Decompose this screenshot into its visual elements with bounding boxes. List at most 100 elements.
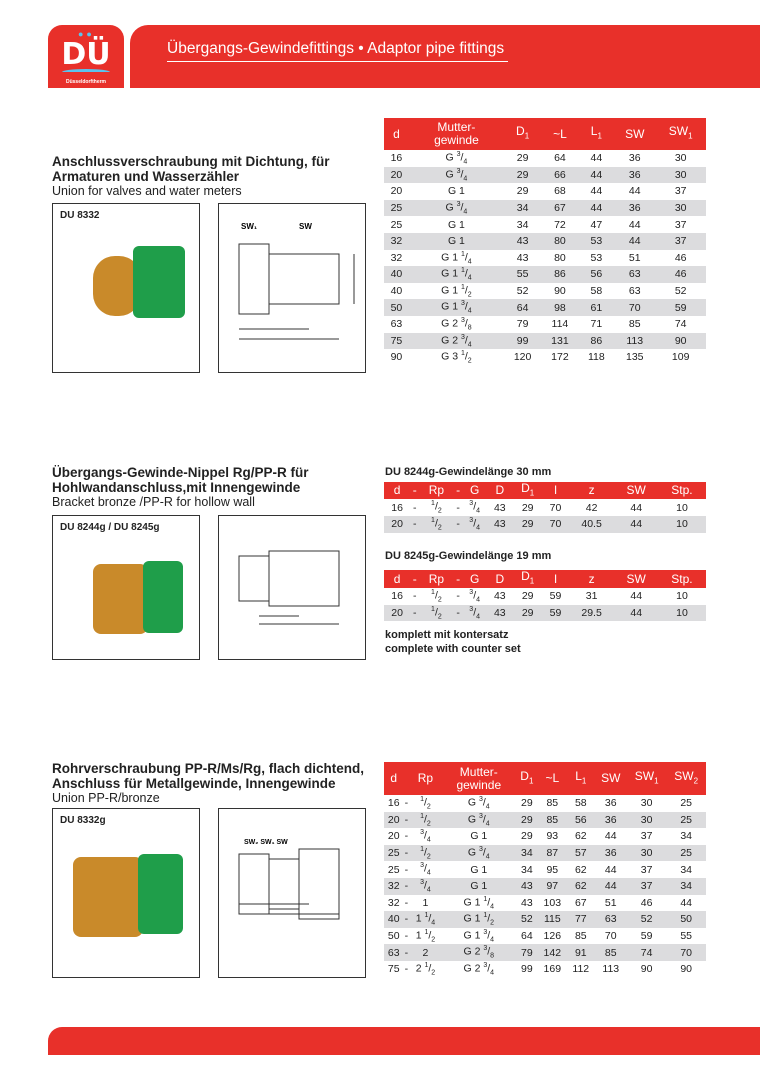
table-row: 16-1/2-3/4 43 29 59 31 44 10 bbox=[384, 588, 706, 605]
table-cell: 37 bbox=[674, 218, 687, 231]
column-header: Rp bbox=[419, 482, 454, 500]
note: komplett mit kontersatz complete with co… bbox=[385, 628, 521, 656]
table-row: 32 G 1 43 80 53 44 37 bbox=[384, 232, 706, 250]
table-cell: 34 bbox=[521, 863, 533, 876]
table-cell: 120 bbox=[513, 351, 532, 364]
table-cell: 25 bbox=[666, 844, 706, 862]
column-header: D1 bbox=[503, 118, 542, 150]
table-cell: 62 bbox=[566, 877, 595, 895]
svg-text:SW₂ SW₁ SW: SW₂ SW₁ SW bbox=[244, 839, 288, 846]
table-cell: - bbox=[412, 590, 417, 603]
svg-text:SW: SW bbox=[299, 222, 312, 231]
table-cell: 36 bbox=[614, 166, 656, 184]
table-row: 63 G 2 3/8 79 114 71 85 74 bbox=[384, 316, 706, 333]
table-cell: 70 bbox=[666, 944, 706, 961]
section-title: Übergangs-Gewinde-Nippel Rg/PP-R für Hoh… bbox=[52, 465, 309, 495]
table-cell: - bbox=[403, 877, 410, 895]
table-cell: 2 1/2 bbox=[415, 961, 436, 977]
table-cell: 115 bbox=[537, 911, 567, 928]
table-cell: 37 bbox=[640, 830, 653, 843]
product-code: DU 8244g / DU 8245g bbox=[60, 522, 160, 533]
table-cell: 97 bbox=[537, 877, 567, 895]
table-cell: 142 bbox=[537, 944, 567, 961]
column-header: G bbox=[462, 570, 487, 588]
table-cell: 25 bbox=[387, 863, 400, 876]
table-row: 20-3/4 G 1 29 93 62 44 37 34 bbox=[384, 828, 706, 845]
section-title: Rohrverschraubung PP-R/Ms/Rg, flach dich… bbox=[52, 761, 365, 791]
table-cell: 40 bbox=[384, 266, 409, 283]
table-cell: 29 bbox=[521, 590, 534, 603]
table-cell: 172 bbox=[551, 351, 569, 364]
table-cell: 85 bbox=[594, 944, 627, 961]
table-row: 20-1/2-3/4 43 29 70 40.5 44 10 bbox=[384, 515, 706, 533]
table-cell: 29 bbox=[516, 185, 529, 198]
section-title: Anschlussverschraubung mit Dichtung, für… bbox=[52, 154, 330, 184]
footer-bar bbox=[48, 1027, 760, 1055]
table-cell: 50 bbox=[387, 930, 400, 943]
table-cell: 66 bbox=[541, 166, 579, 184]
table-cell: 25 bbox=[384, 844, 404, 862]
table-cell: 44 bbox=[630, 501, 643, 514]
table-cell: 71 bbox=[590, 318, 603, 331]
table-cell: 36 bbox=[594, 844, 627, 862]
product-code: DU 8332g bbox=[60, 815, 106, 826]
table-row: 25 G 3/4 34 67 44 36 30 bbox=[384, 199, 706, 217]
page-title: Übergangs-Gewindefittings • Adaptor pipe… bbox=[167, 40, 509, 62]
table-cell: - bbox=[404, 930, 409, 943]
table-cell: 79 bbox=[516, 318, 529, 331]
table-cell: 112 bbox=[572, 963, 590, 976]
column-header: Stp. bbox=[657, 482, 706, 500]
table-cell: - bbox=[404, 963, 409, 976]
table-du8244g: d - Rp - G D D1 l z SW Stp. 16-1/2-3/4 43 29 70 42 44 10 2… bbox=[384, 481, 706, 533]
table-cell: G 2 3/4 bbox=[408, 332, 504, 350]
table-cell: 1 1/4 bbox=[409, 911, 442, 928]
table-cell: 103 bbox=[543, 896, 562, 909]
table-cell: 74 bbox=[626, 944, 667, 961]
table-cell: 29 bbox=[521, 797, 533, 810]
table-cell: 56 bbox=[566, 811, 595, 829]
table-cell: 46 bbox=[674, 251, 687, 264]
table-cell: 63 bbox=[628, 285, 641, 298]
table-cell: 67 bbox=[574, 896, 587, 909]
table-cell: 67 bbox=[541, 199, 579, 217]
table-cell: 1/2 bbox=[409, 811, 442, 829]
table-cell: G 3/4 bbox=[441, 811, 516, 829]
column-header: D bbox=[486, 570, 513, 588]
table-cell: 20 bbox=[384, 515, 411, 533]
table-row: 20 G 1 29 68 44 44 37 bbox=[384, 183, 706, 200]
technical-drawing-box: SW₂ SW₁ SW bbox=[218, 808, 366, 978]
table-cell: 10 bbox=[676, 501, 688, 514]
table-row: 16-1/2-3/4 43 29 70 42 44 10 bbox=[384, 499, 706, 516]
table-row: 20 G 3/4 29 66 44 36 30 bbox=[384, 166, 706, 184]
table-cell: 29 bbox=[515, 811, 538, 829]
column-header: G bbox=[462, 482, 487, 500]
column-header: - bbox=[410, 482, 420, 500]
table-du8245g: d - Rp - G D D1 l z SW Stp. 16-1/2-3/4 43 29 59 31 44 10 2… bbox=[384, 570, 706, 622]
table-cell: 43 bbox=[493, 501, 506, 514]
column-header: Rp bbox=[419, 570, 454, 588]
table-cell: G 1 3/4 bbox=[463, 928, 495, 944]
table-cell: - bbox=[453, 515, 463, 533]
table-cell: 80 bbox=[554, 251, 566, 264]
table-cell: 46 bbox=[655, 266, 706, 283]
table-cell: 16 bbox=[391, 590, 403, 603]
table-cell: 29.5 bbox=[568, 604, 615, 622]
table-cell: 90 bbox=[640, 963, 653, 976]
table-cell: 95 bbox=[546, 863, 559, 876]
column-header: L1 bbox=[566, 762, 595, 795]
table-cell: 44 bbox=[614, 515, 658, 533]
product-photo-box: DU 8244g / DU 8245g bbox=[52, 515, 200, 660]
table-cell: 50 bbox=[384, 299, 409, 316]
table-cell: 59 bbox=[640, 930, 653, 943]
table-cell: 43 bbox=[486, 604, 513, 622]
table-cell: 58 bbox=[590, 285, 603, 298]
table-cell: 86 bbox=[578, 332, 615, 350]
table-cell: G 1 1/2 bbox=[441, 283, 472, 299]
table-cell: - bbox=[403, 811, 410, 829]
logo-text: DÜ bbox=[61, 37, 111, 72]
technical-drawing-box bbox=[218, 515, 366, 660]
column-header: - bbox=[453, 482, 463, 500]
column-header: Rp bbox=[409, 762, 442, 795]
table-cell: 30 bbox=[626, 811, 667, 829]
table-row: 20-1/2-3/4 43 29 59 29.5 44 10 bbox=[384, 604, 706, 622]
